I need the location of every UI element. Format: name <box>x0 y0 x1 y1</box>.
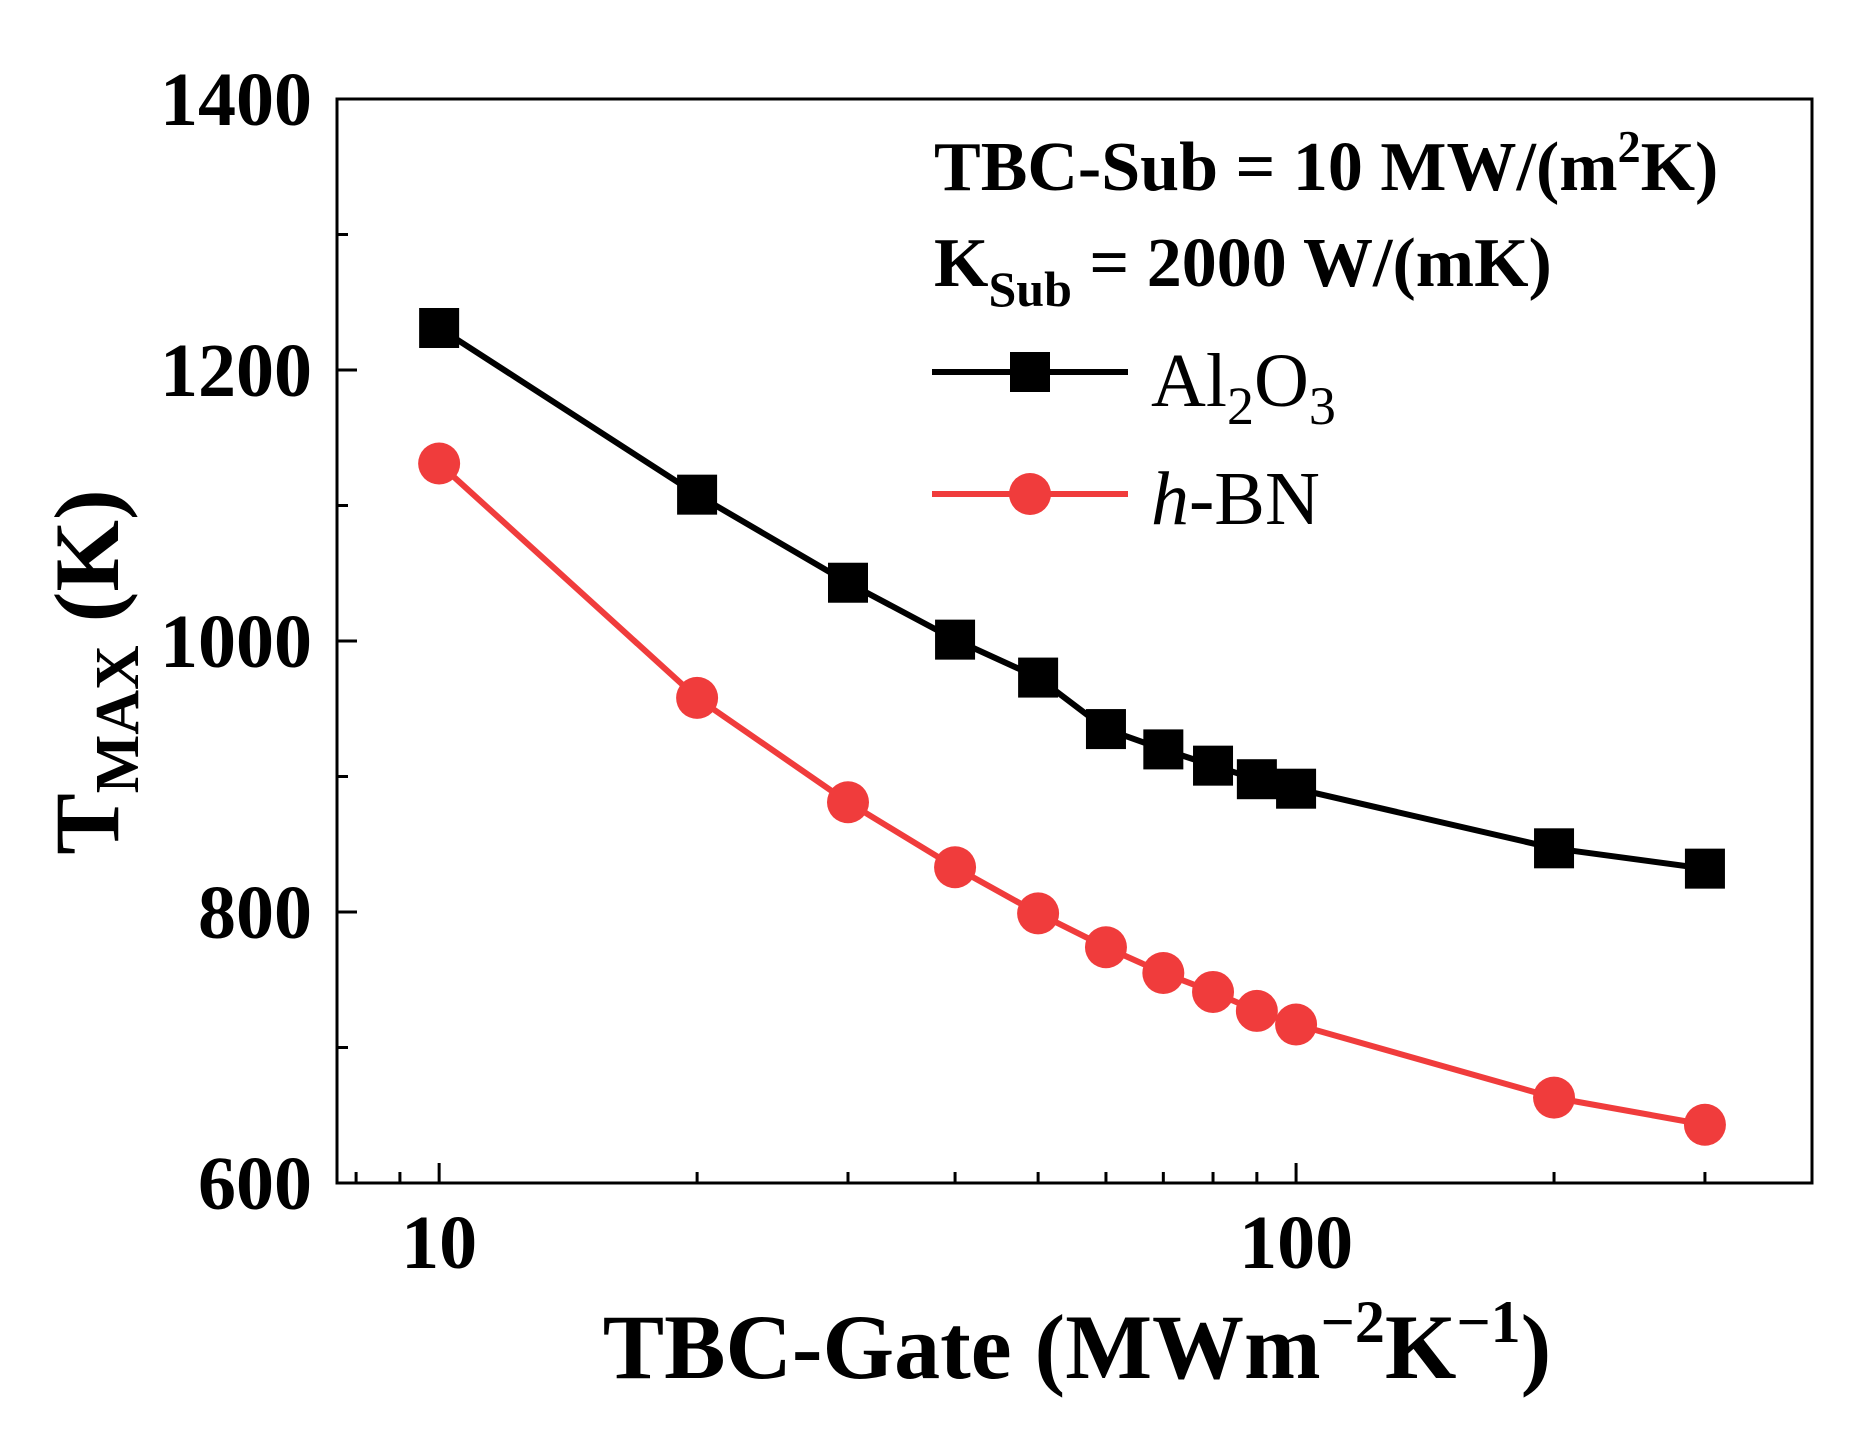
data-point-al2o3 <box>1018 657 1059 698</box>
data-point-al2o3 <box>827 562 868 603</box>
data-point-al2o3 <box>1193 745 1234 786</box>
data-point-hbn <box>826 781 869 824</box>
data-point-hbn <box>1142 951 1185 994</box>
series-line-al2o3 <box>437 325 1706 872</box>
data-point-hbn <box>1533 1076 1576 1119</box>
data-point-al2o3 <box>1276 768 1317 809</box>
annotation-tbc-sub: TBC-Sub = 10 MW/(m2K) <box>934 121 1718 206</box>
data-point-al2o3 <box>1143 729 1184 770</box>
legend: Al2O3 h-BN <box>932 339 1336 541</box>
x-tick-label: 100 <box>1239 1201 1353 1285</box>
data-point-hbn <box>934 846 977 889</box>
y-tick-label: 1200 <box>160 329 312 413</box>
legend-marker-hbn <box>1009 473 1051 515</box>
data-point-hbn <box>1275 1003 1318 1046</box>
data-point-hbn <box>1192 970 1235 1013</box>
data-point-hbn <box>1683 1103 1726 1146</box>
data-point-hbn <box>676 676 719 719</box>
y-tick-label: 1000 <box>160 600 312 684</box>
series-line-hbn <box>437 461 1706 1128</box>
data-point-al2o3 <box>677 474 718 515</box>
y-tick-label: 800 <box>198 871 312 955</box>
x-axis-title: TBC-Gate (MWm−2K−1) <box>603 1289 1552 1398</box>
data-point-al2o3 <box>1085 709 1126 750</box>
data-point-hbn <box>1235 989 1278 1032</box>
data-point-hbn <box>418 442 461 485</box>
legend-label-hbn: h-BN <box>1151 457 1320 541</box>
y-tick-label: 1400 <box>160 58 312 142</box>
axes: 600 800 1000 1200 1400 10 100 <box>160 58 1814 1285</box>
legend-label-al2o3: Al2O3 <box>1151 339 1336 436</box>
data-point-hbn <box>1017 892 1060 935</box>
data-point-hbn <box>1084 926 1127 969</box>
data-point-al2o3 <box>419 307 460 348</box>
y-tick-label: 600 <box>198 1142 312 1226</box>
data-point-al2o3 <box>1534 828 1575 869</box>
x-tick-label: 10 <box>401 1201 477 1285</box>
annotation-k-sub: KSub = 2000 W/(mK) <box>934 225 1552 317</box>
data-point-al2o3 <box>1236 759 1277 800</box>
y-axis-title: TMAX (K) <box>36 489 152 854</box>
series-group <box>418 307 1726 1146</box>
data-point-al2o3 <box>1684 848 1725 889</box>
data-point-al2o3 <box>935 619 976 660</box>
legend-marker-al2o3 <box>1010 352 1050 392</box>
